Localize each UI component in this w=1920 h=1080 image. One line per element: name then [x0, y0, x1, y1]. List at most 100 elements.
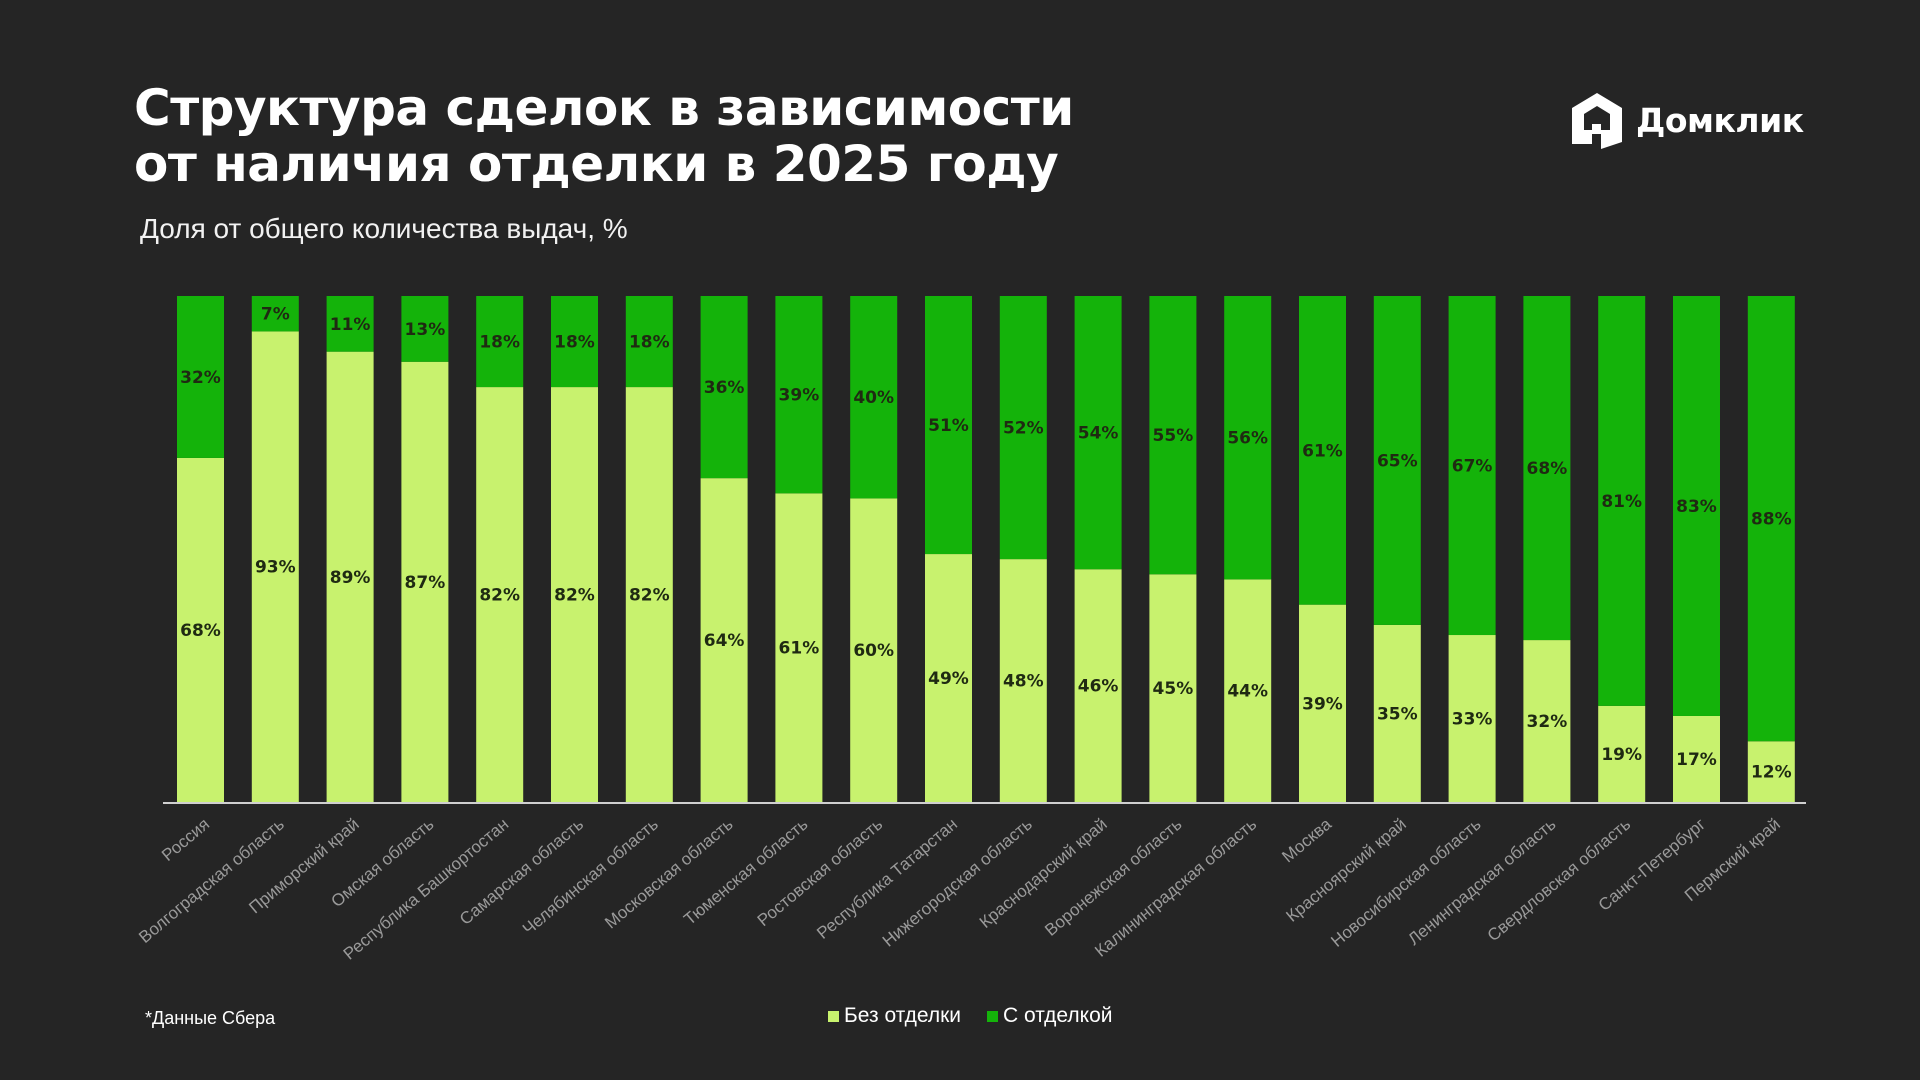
bar-with-finish — [625, 296, 673, 388]
bar-without-finish — [700, 478, 748, 802]
chart-subtitle: Доля от общего количества выдач, % — [140, 213, 628, 244]
data-label-without-finish: 60% — [853, 641, 894, 661]
bar-with-finish — [1074, 296, 1122, 570]
source-footnote: *Данные Сбера — [145, 1008, 276, 1028]
house-icon — [1572, 93, 1622, 149]
stacked-bar-chart: 68% 32% Россия 93% 7% Волгоградская область 89… — [135, 296, 1806, 964]
data-label-with-finish: 55% — [1153, 426, 1194, 446]
bar-without-finish — [1373, 624, 1421, 802]
legend-swatch-without-finish — [828, 1010, 839, 1022]
bar-with-finish — [925, 296, 972, 555]
bar-without-finish — [625, 387, 673, 802]
bar-with-finish — [1299, 296, 1346, 605]
chart-legend: Без отделки С отделкой — [828, 1004, 1138, 1028]
x-tick-label: Свердловская область — [1484, 814, 1635, 945]
data-label-with-finish: 32% — [180, 368, 221, 388]
data-label-with-finish: 7% — [261, 305, 290, 325]
bar-with-finish — [1224, 296, 1272, 580]
bar-without-finish — [326, 351, 374, 802]
x-tick-label: Воронежская область — [1041, 814, 1185, 939]
data-label-with-finish: 36% — [704, 378, 745, 398]
bar-without-finish — [999, 559, 1047, 802]
bar-with-finish — [850, 296, 898, 499]
bar-with-finish — [1598, 296, 1646, 706]
x-tick-label: Челябинская область — [519, 814, 662, 938]
data-label-with-finish: 81% — [1601, 492, 1642, 512]
data-label-without-finish: 82% — [629, 586, 670, 606]
data-label-with-finish: 68% — [1527, 459, 1568, 479]
data-label-without-finish: 44% — [1227, 682, 1268, 702]
bar-without-finish — [551, 387, 598, 802]
x-tick-label: Новосибирская область — [1327, 814, 1484, 950]
data-label-without-finish: 82% — [479, 586, 520, 606]
bar-with-finish — [251, 296, 299, 332]
bar-with-finish — [1448, 296, 1496, 636]
logo-text: Домклик — [1636, 100, 1804, 140]
bar-with-finish — [551, 296, 598, 388]
bar-without-finish — [1747, 741, 1795, 802]
bar-with-finish — [177, 296, 224, 458]
bar-with-finish — [1673, 296, 1720, 716]
bar-without-finish — [1448, 635, 1496, 802]
data-label-without-finish: 39% — [1302, 694, 1343, 714]
legend-label-without-finish: Без отделки — [844, 1004, 962, 1027]
data-label-without-finish: 49% — [928, 669, 969, 689]
bar-with-finish — [476, 296, 524, 388]
bar-with-finish — [775, 296, 823, 494]
x-tick-label: Республика Татарстан — [813, 815, 961, 943]
data-label-with-finish: 67% — [1452, 457, 1493, 477]
bar-without-finish — [177, 457, 224, 802]
bar-without-finish — [1149, 574, 1197, 802]
bar-without-finish — [775, 493, 823, 802]
data-label-with-finish: 39% — [779, 386, 820, 406]
x-tick-label: Тюменская область — [680, 814, 811, 929]
data-label-with-finish: 18% — [554, 333, 595, 353]
x-tick-label: Московская область — [601, 814, 737, 932]
legend-item-without-finish: Без отделки — [828, 1004, 961, 1028]
data-label-with-finish: 52% — [1003, 419, 1044, 439]
data-label-without-finish: 12% — [1751, 763, 1792, 783]
bar-without-finish — [1074, 569, 1122, 802]
x-tick-label: Ленинградская область — [1404, 814, 1559, 949]
data-label-without-finish: 48% — [1003, 672, 1044, 692]
bar-with-finish — [326, 296, 374, 352]
legend-label-with-finish: С отделкой — [1003, 1004, 1113, 1027]
x-tick-label: Краснодарский край — [976, 815, 1111, 932]
bar-without-finish — [251, 331, 299, 802]
data-label-without-finish: 68% — [180, 621, 221, 641]
bar-without-finish — [1598, 705, 1646, 802]
chart-title-line-2: от наличия отделки в 2025 году — [134, 135, 1059, 193]
x-tick-label: Ростовская область — [754, 814, 887, 930]
legend-swatch-with-finish — [987, 1010, 999, 1022]
legend-item-with-finish: С отделкой — [987, 1004, 1112, 1028]
data-label-without-finish: 45% — [1153, 679, 1194, 699]
bar-with-finish — [401, 296, 449, 362]
bar-without-finish — [401, 361, 449, 802]
data-label-without-finish: 93% — [255, 558, 296, 578]
chart-title-line-1: Структура сделок в зависимости — [134, 79, 1074, 137]
bar-without-finish — [1299, 604, 1346, 802]
x-tick-label: Россия — [158, 815, 213, 865]
x-tick-label: Нижегородская область — [879, 814, 1036, 950]
data-label-with-finish: 61% — [1302, 441, 1343, 461]
x-tick-label: Самарская область — [456, 814, 587, 928]
chart-title: Структура сделок в зависимости от наличи… — [134, 80, 1434, 192]
data-label-with-finish: 88% — [1751, 510, 1792, 530]
data-label-without-finish: 61% — [779, 639, 820, 659]
data-label-without-finish: 89% — [330, 568, 371, 588]
bar-with-finish — [700, 296, 748, 479]
bar-without-finish — [476, 387, 524, 802]
data-label-with-finish: 51% — [928, 416, 969, 436]
bar-without-finish — [1523, 640, 1571, 802]
data-label-with-finish: 18% — [629, 333, 670, 353]
x-tick-label: Москва — [1278, 814, 1335, 866]
bar-without-finish — [1673, 715, 1720, 802]
bar-without-finish — [850, 498, 898, 802]
data-label-with-finish: 13% — [405, 320, 446, 340]
bar-without-finish — [1224, 579, 1272, 802]
data-label-without-finish: 87% — [405, 573, 446, 593]
data-label-with-finish: 40% — [853, 388, 894, 408]
bar-without-finish — [925, 554, 972, 802]
data-label-with-finish: 65% — [1377, 451, 1418, 471]
domclick-logo: Домклик — [1568, 88, 1804, 152]
